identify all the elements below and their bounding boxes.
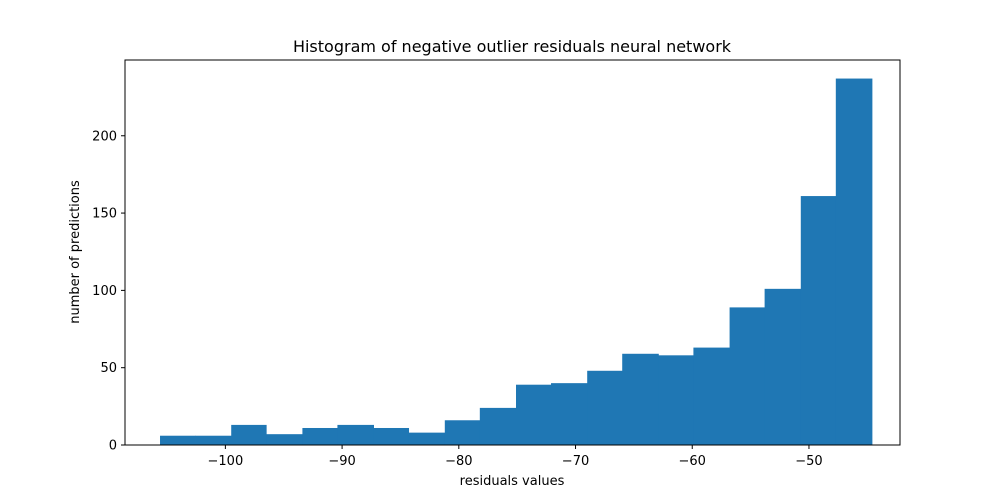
histogram-bar-9 — [479, 407, 517, 445]
histogram-bar-5 — [337, 424, 374, 445]
y-tick-label: 50 — [100, 361, 117, 376]
histogram-bar-15 — [693, 347, 730, 445]
histogram-bar-14 — [658, 355, 694, 445]
histogram-bar-1 — [195, 435, 232, 445]
y-tick-label: 0 — [109, 439, 117, 454]
histogram-bar-2 — [231, 424, 267, 445]
y-tick-label: 150 — [92, 207, 117, 222]
x-tick-label: −70 — [562, 454, 589, 469]
x-tick-label: −100 — [208, 454, 244, 469]
y-axis-label: number of predictions — [68, 180, 83, 324]
histogram-bar-3 — [266, 434, 303, 445]
histogram-bar-12 — [587, 370, 623, 445]
y-axis-ticks: 0 50 100 150 200 — [92, 129, 125, 454]
bars-group — [160, 78, 873, 446]
plot-frame — [124, 59, 901, 446]
histogram-bar-0 — [160, 435, 196, 445]
histogram-bar-11 — [551, 383, 588, 445]
histogram-bar-19 — [835, 78, 873, 446]
histogram-bar-8 — [444, 420, 481, 445]
histogram-bar-4 — [302, 427, 338, 445]
y-tick-label: 200 — [92, 129, 117, 144]
x-tick-label: −50 — [795, 454, 822, 469]
histogram-bar-17 — [764, 288, 802, 445]
histogram-bar-16 — [729, 307, 766, 445]
x-axis-label: residuals values — [460, 474, 565, 489]
x-tick-label: −80 — [445, 454, 472, 469]
histogram-bar-18 — [800, 196, 837, 445]
histogram-bar-7 — [408, 432, 446, 445]
histogram-bar-10 — [516, 384, 552, 445]
x-tick-label: −90 — [328, 454, 355, 469]
chart-title: Histogram of negative outlier residuals … — [293, 37, 732, 56]
x-axis-ticks: −100 −90 −80 −70 −60 −50 — [208, 445, 823, 469]
histogram-bar-13 — [622, 353, 659, 445]
x-tick-label: −60 — [679, 454, 706, 469]
y-tick-label: 100 — [92, 284, 117, 299]
histogram-bar-6 — [373, 427, 410, 445]
